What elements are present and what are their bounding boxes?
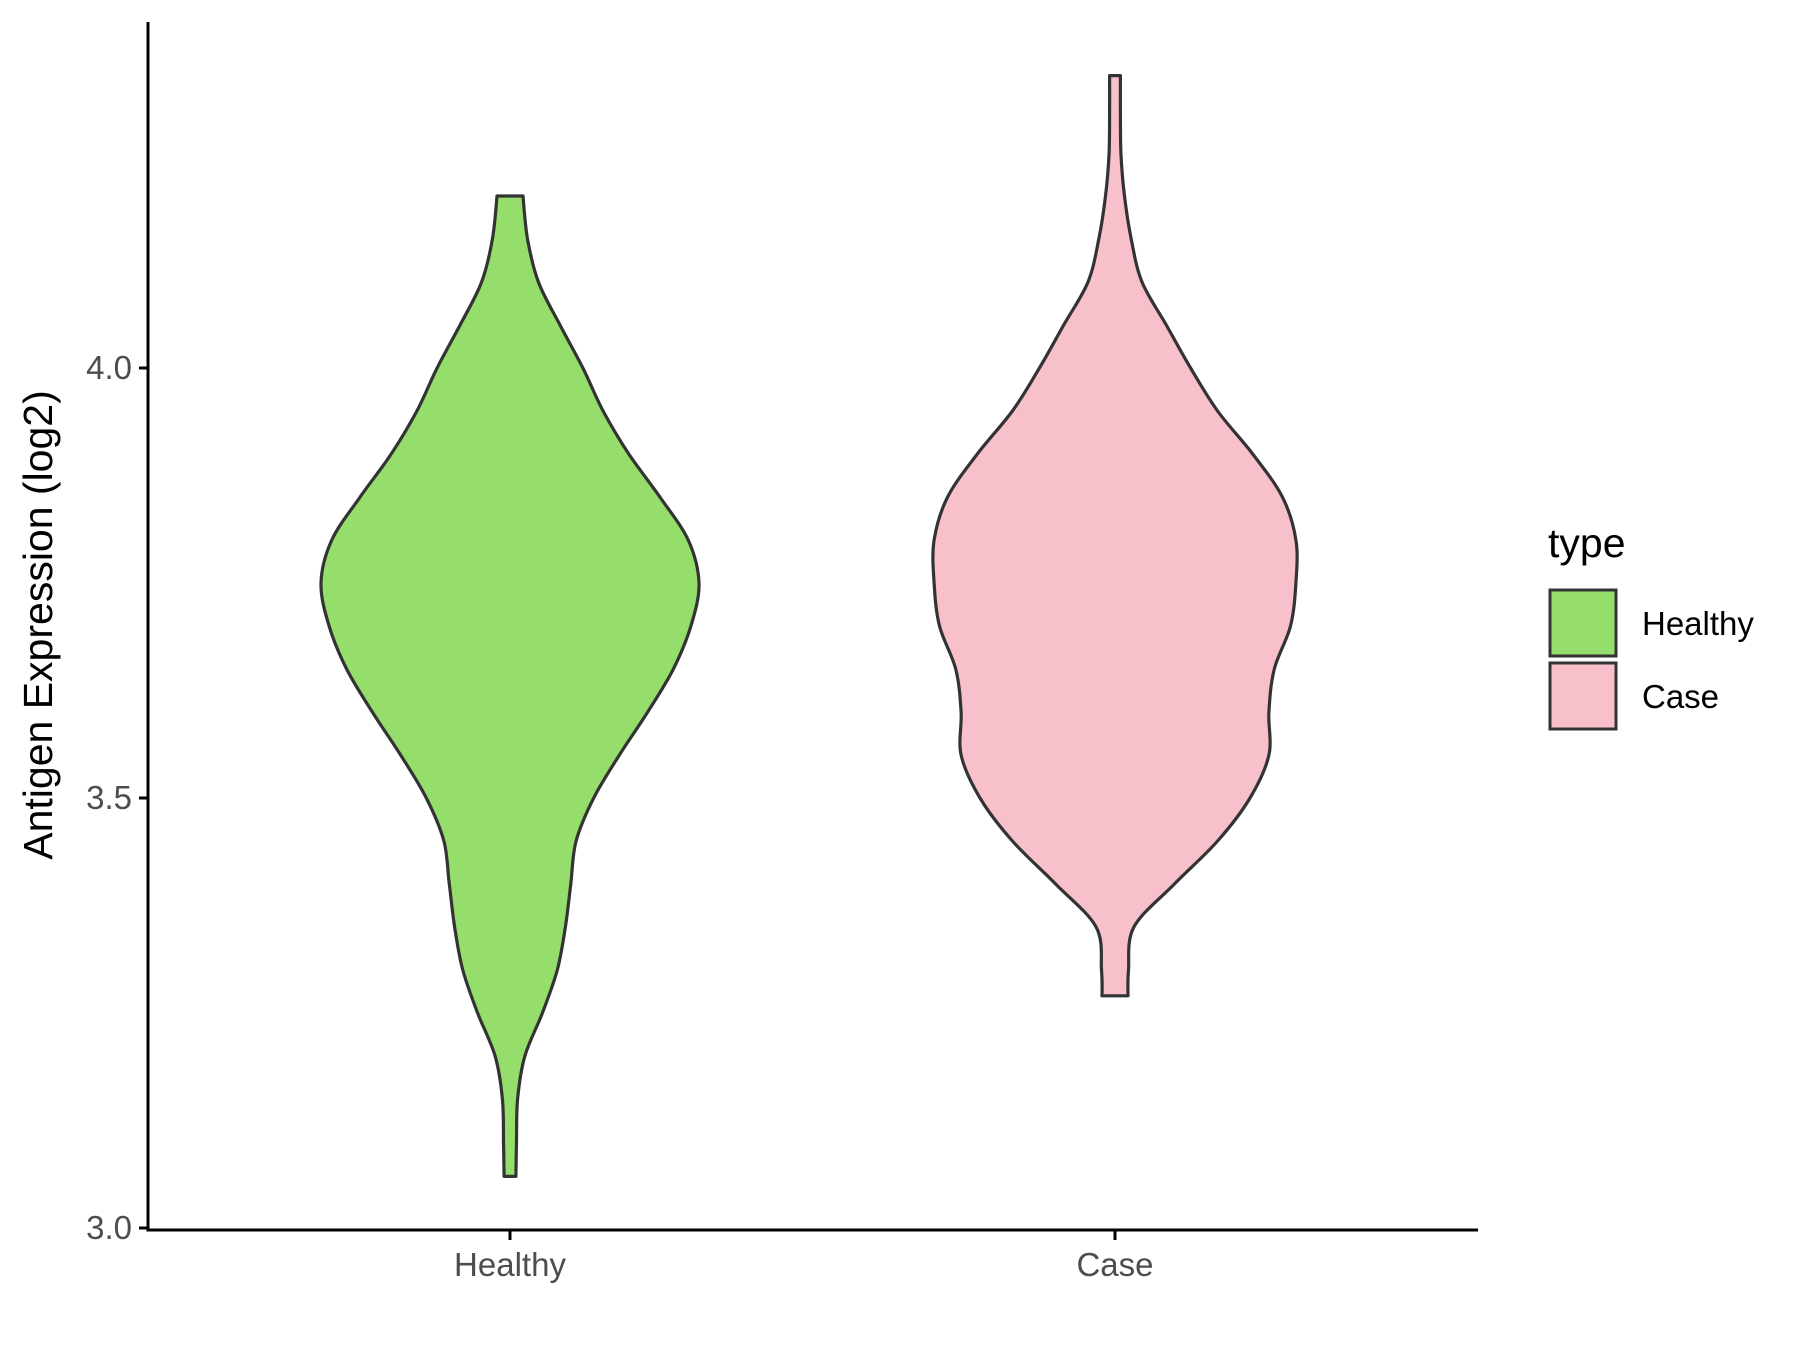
x-ticks: Healthy Case: [454, 1230, 1154, 1283]
legend-label-healthy: Healthy: [1642, 605, 1754, 642]
y-tick-label: 3.5: [86, 779, 132, 816]
x-tick-label: Case: [1076, 1246, 1153, 1283]
legend-label-case: Case: [1642, 678, 1719, 715]
legend-swatch-healthy: [1548, 588, 1618, 658]
y-axis-title: Antigen Expression (log2): [15, 390, 61, 859]
legend-swatch-case: [1548, 661, 1618, 731]
legend: type Healthy Case: [1548, 520, 1754, 731]
y-tick-label: 4.0: [86, 349, 132, 386]
x-tick-label: Healthy: [454, 1246, 566, 1283]
plot-area: 3.0 3.5 4.0 Healthy Case: [86, 22, 1478, 1283]
y-tick-label: 3.0: [86, 1209, 132, 1246]
y-ticks: 3.0 3.5 4.0: [86, 349, 148, 1246]
violin-case: [931, 74, 1299, 998]
violins: [319, 74, 1299, 1178]
legend-title: type: [1548, 520, 1626, 566]
violin-healthy: [319, 194, 701, 1178]
legend-items: Healthy Case: [1548, 588, 1754, 731]
